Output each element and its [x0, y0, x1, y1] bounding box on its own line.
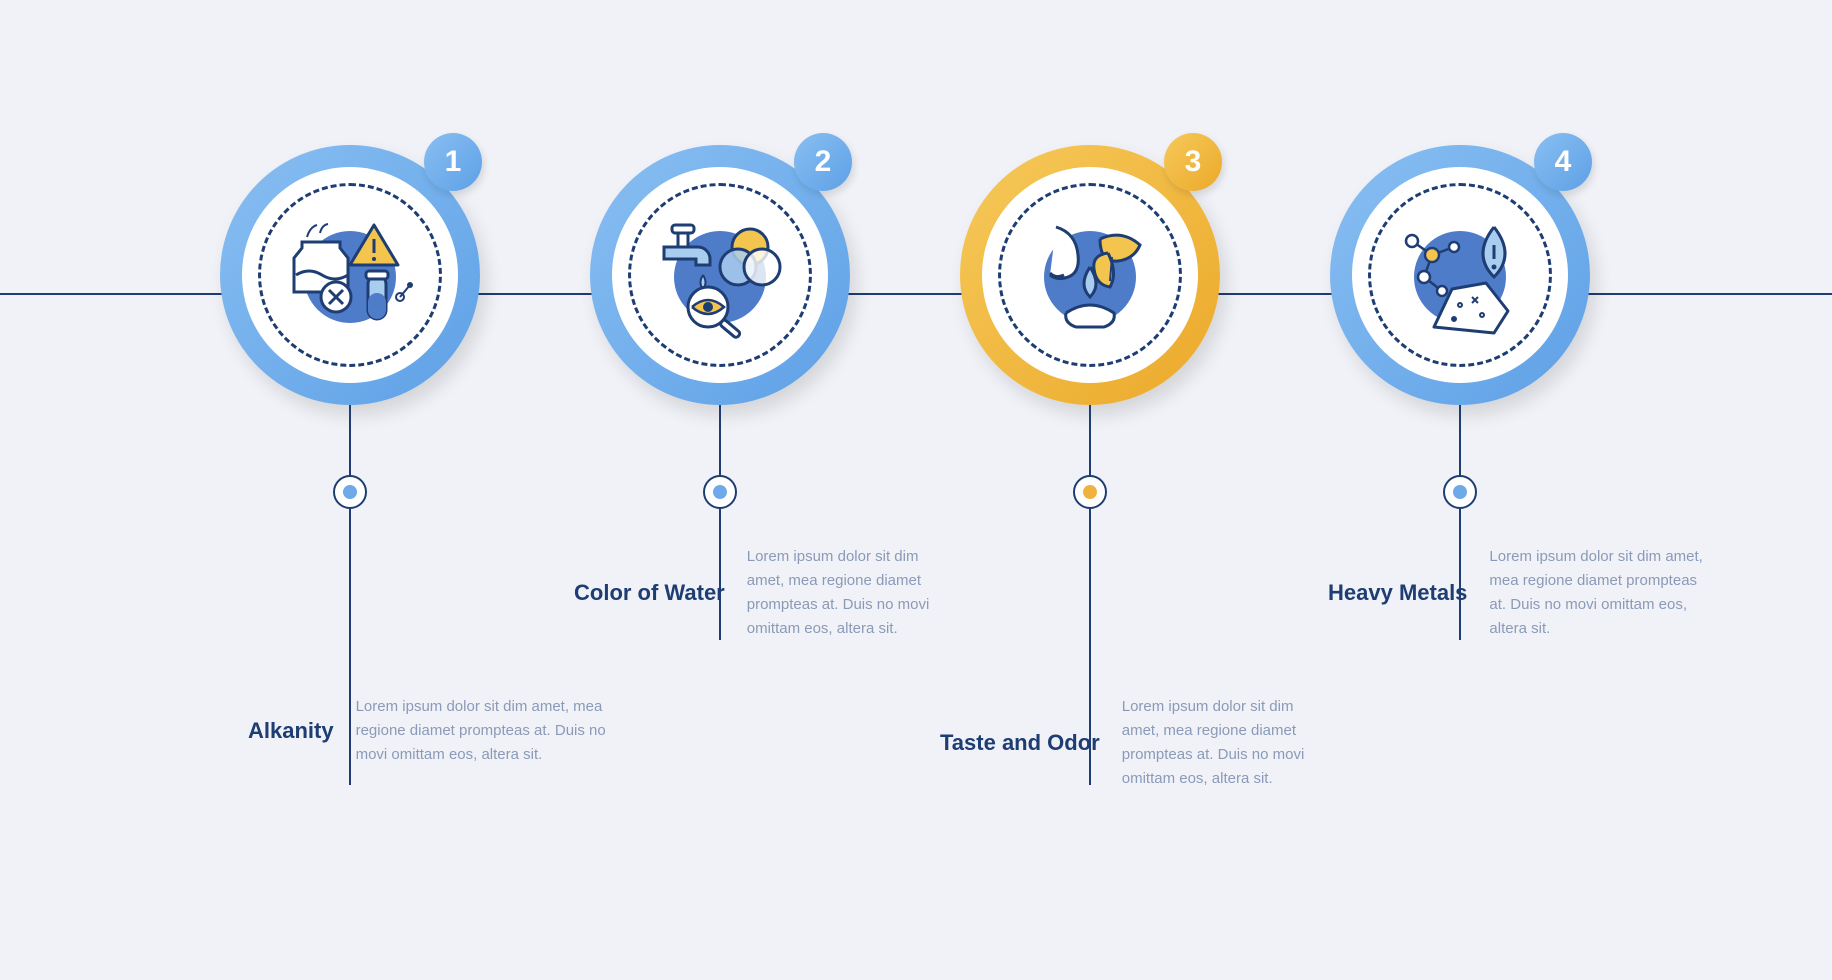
color-of-water-icon: [642, 197, 798, 353]
step-number-badge: 4: [1534, 133, 1592, 191]
medallion: 4: [1330, 145, 1590, 405]
medallion: 2: [590, 145, 850, 405]
bullet-node: [1443, 475, 1477, 509]
item-text: Heavy Metals Lorem ipsum dolor sit dim a…: [1328, 545, 1708, 641]
item-text: Alkanity Lorem ipsum dolor sit dim amet,…: [248, 695, 628, 767]
bullet-dot: [713, 485, 727, 499]
infographic-item: 1 Alkanity Lorem ipsum dolor sit dim ame…: [200, 145, 500, 405]
item-body: Lorem ipsum dolor sit dim amet, mea regi…: [356, 695, 628, 767]
heavy-metals-icon: [1382, 197, 1538, 353]
step-number-badge: 3: [1164, 133, 1222, 191]
item-body: Lorem ipsum dolor sit dim amet, mea regi…: [747, 545, 954, 641]
infographic-item: 3 Taste and Odor Lorem ipsum dolor sit d…: [940, 145, 1240, 405]
item-body: Lorem ipsum dolor sit dim amet, mea regi…: [1122, 695, 1320, 791]
bullet-dot: [1083, 485, 1097, 499]
step-number-badge: 2: [794, 133, 852, 191]
bullet-node: [1073, 475, 1107, 509]
medallion: 1: [220, 145, 480, 405]
item-text: Taste and Odor Lorem ipsum dolor sit dim…: [940, 695, 1320, 791]
item-title: Heavy Metals: [1328, 579, 1467, 608]
item-text: Color of Water Lorem ipsum dolor sit dim…: [574, 545, 954, 641]
bullet-node: [703, 475, 737, 509]
taste-and-odor-icon: [1012, 197, 1168, 353]
step-number-badge: 1: [424, 133, 482, 191]
item-body: Lorem ipsum dolor sit dim amet, mea regi…: [1489, 545, 1708, 641]
bullet-dot: [343, 485, 357, 499]
alkanity-icon: [272, 197, 428, 353]
infographic-row: 1 Alkanity Lorem ipsum dolor sit dim ame…: [0, 0, 1832, 980]
item-title: Taste and Odor: [940, 729, 1100, 758]
item-title: Color of Water: [574, 579, 725, 608]
bullet-node: [333, 475, 367, 509]
bullet-dot: [1453, 485, 1467, 499]
infographic-item: 4 Heavy Metals Lorem ipsum dolor sit dim…: [1310, 145, 1610, 405]
infographic-item: 2 Color of Water Lorem ipsum dolor sit d…: [570, 145, 870, 405]
item-title: Alkanity: [248, 717, 334, 746]
medallion: 3: [960, 145, 1220, 405]
